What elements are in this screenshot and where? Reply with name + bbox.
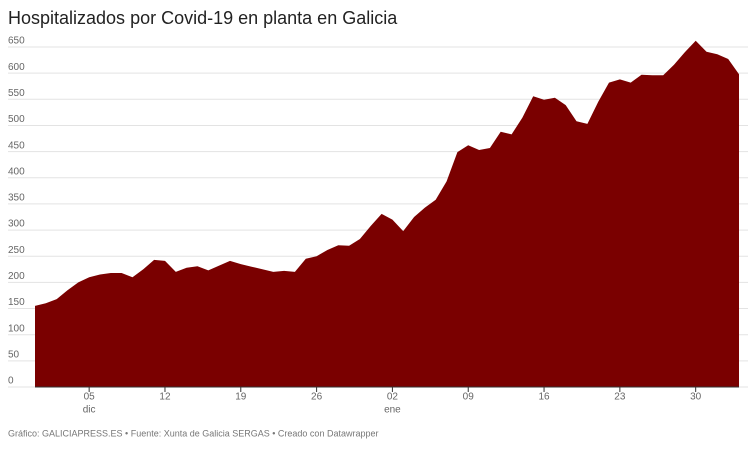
y-tick-label: 350 (8, 193, 25, 204)
y-tick-label: 400 (8, 166, 25, 177)
y-tick-label: 500 (8, 114, 25, 125)
y-tick-label: 50 (8, 349, 20, 360)
y-tick-label: 200 (8, 271, 25, 282)
x-tick-sublabel: ene (384, 405, 401, 416)
y-tick-label: 600 (8, 62, 25, 73)
y-tick-label: 0 (8, 376, 14, 387)
y-tick-label: 300 (8, 219, 25, 230)
x-tick-label: 05 (84, 392, 96, 403)
x-tick-label: 30 (690, 392, 702, 403)
chart-title: Hospitalizados por Covid-19 en planta en… (8, 8, 398, 28)
y-tick-label: 250 (8, 245, 25, 256)
y-tick-label: 450 (8, 140, 25, 151)
x-tick-label: 09 (463, 392, 475, 403)
y-tick-label: 150 (8, 297, 25, 308)
y-tick-label: 550 (8, 88, 25, 99)
area (35, 40, 739, 387)
footer: Gráfico: GALICIAPRESS.ES • Fuente: Xunta… (8, 428, 378, 438)
x-tick-label: 23 (614, 392, 626, 403)
x-tick-label: 26 (311, 392, 323, 403)
x-tick-label: 12 (159, 392, 171, 403)
x-tick-label: 19 (235, 392, 247, 403)
x-tick-label: 16 (538, 392, 550, 403)
y-tick-label: 100 (8, 323, 25, 334)
x-tick-sublabel: dic (83, 405, 96, 416)
x-tick-label: 02 (387, 392, 399, 403)
y-tick-label: 650 (8, 36, 25, 47)
